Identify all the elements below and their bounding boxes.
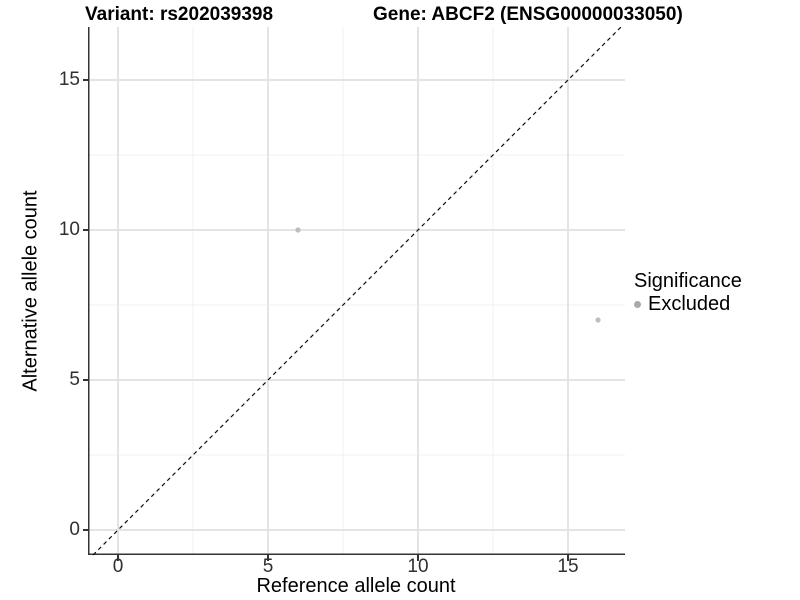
x-tick-label: 5	[262, 556, 274, 577]
y-tick-mark	[82, 379, 88, 381]
x-tick-label: 0	[112, 556, 124, 577]
x-tick-label: 15	[557, 556, 579, 577]
data-point	[295, 227, 301, 233]
plot-title-gene: Gene: ABCF2 (ENSG00000033050)	[373, 4, 683, 25]
legend: Significance Excluded	[634, 271, 799, 315]
x-tick-mark	[567, 555, 569, 561]
legend-title: Significance	[634, 270, 742, 292]
x-axis-title: Reference allele count	[256, 575, 456, 597]
y-tick-mark	[82, 79, 88, 81]
legend-key-dot-icon	[634, 300, 641, 308]
legend-item: Excluded	[634, 293, 799, 315]
y-tick-mark	[82, 529, 88, 531]
y-tick-label: 10	[58, 219, 80, 240]
y-tick-mark	[82, 229, 88, 231]
x-tick-mark	[417, 555, 419, 561]
plot-panel	[88, 26, 625, 556]
x-tick-mark	[117, 555, 119, 561]
identity-dashed-line	[92, 26, 622, 556]
legend-items: Excluded	[634, 293, 799, 315]
plot-panel-svg	[88, 26, 625, 556]
legend-item-label: Excluded	[648, 293, 731, 315]
x-tick-label: 10	[407, 556, 429, 577]
x-tick-mark	[267, 555, 269, 561]
y-tick-label: 0	[69, 519, 80, 540]
data-point	[595, 317, 601, 323]
y-tick-label: 15	[58, 69, 80, 90]
plot-title-variant: Variant: rs202039398	[85, 4, 274, 25]
y-tick-label: 5	[69, 369, 80, 390]
